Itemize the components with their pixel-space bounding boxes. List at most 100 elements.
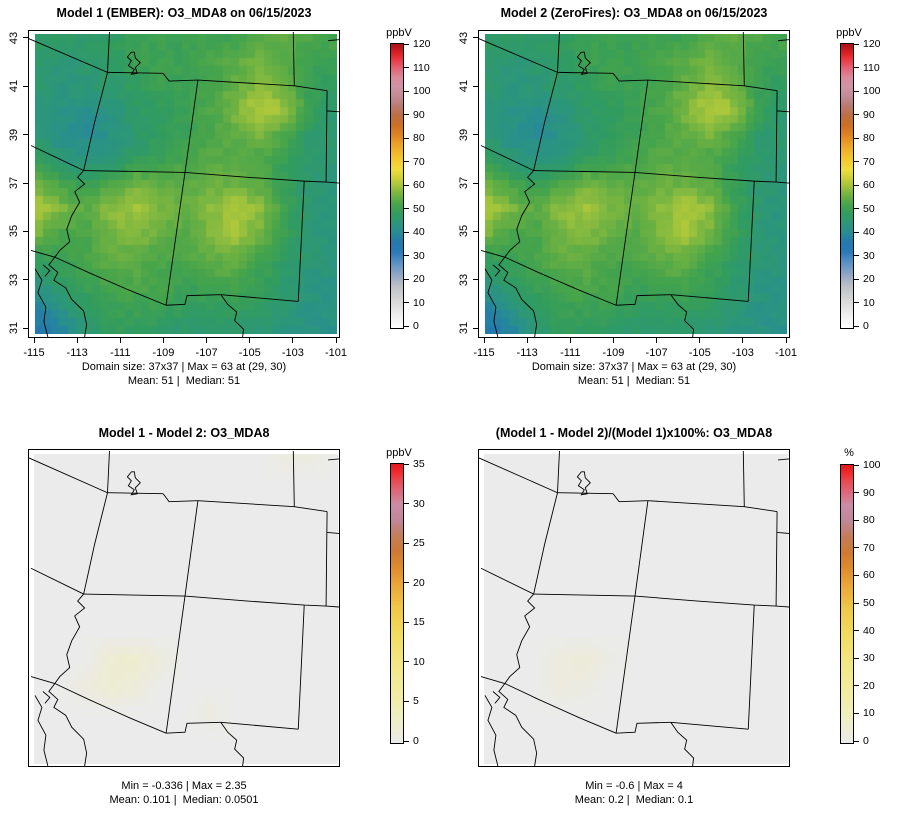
colorbar-tick: [854, 208, 859, 209]
colorbar-tick-label: 25: [413, 537, 425, 550]
x-axis-tick-label: -111: [560, 347, 581, 359]
colorbar-tick: [854, 90, 859, 92]
colorbar-tick: [854, 255, 859, 256]
x-axis-tick-label: -115: [473, 347, 495, 359]
x-axis-tick-label: -111: [110, 347, 131, 359]
colorbar-tick-label: 35: [413, 458, 425, 470]
colorbar-tick-label: 90: [413, 108, 425, 121]
colorbar-tick: [854, 302, 859, 303]
colorbar-units-label: ppbV: [386, 27, 412, 39]
panel-percent-caption-minmax: Min = -0.6 | Max = 4: [585, 780, 683, 792]
colorbar-tick-label: 80: [863, 132, 875, 144]
x-axis-tick: [483, 338, 485, 343]
model1-raster: [35, 34, 337, 334]
y-axis-tick-label: 43: [458, 31, 470, 44]
colorbar-tick: [404, 90, 409, 92]
colorbar-tick: [854, 547, 859, 549]
y-axis-tick: [23, 279, 28, 281]
colorbar-gradient: [841, 44, 853, 328]
colorbar-tick: [404, 582, 409, 584]
y-axis-tick-label: 37: [8, 176, 20, 190]
colorbar-tick: [854, 67, 859, 68]
colorbar-tick-label: 10: [863, 296, 875, 309]
panel-model2-title: Model 2 (ZeroFires): O3_MDA8 on 06/15/20…: [500, 6, 768, 20]
colorbar-tick-label: 110: [413, 61, 430, 74]
x-axis-tick: [656, 338, 658, 343]
colorbar-tick-label: 60: [863, 569, 875, 582]
colorbar-tick: [404, 463, 409, 465]
colorbar-tick: [854, 137, 859, 139]
colorbar-tick: [404, 542, 409, 544]
colorbar-tick: [854, 114, 859, 115]
y-axis-tick-label: 31: [458, 322, 470, 335]
panel-model2-caption-domain: Domain size: 37x37 | Max = 63 at (29, 30…: [531, 361, 737, 373]
colorbar-gradient: [391, 464, 403, 743]
y-axis-tick: [473, 327, 478, 329]
colorbar-tick-label: 60: [413, 179, 425, 191]
state-borders-overlay: [479, 450, 789, 766]
colorbar-tick-label: 60: [863, 179, 875, 191]
panel-model1-caption-stats: Mean: 51 | Median: 51: [127, 375, 241, 387]
colorbar-tick: [854, 657, 859, 659]
panel-percent-title: (Model 1 - Model 2)/(Model 1)x100%: O3_M…: [495, 426, 773, 440]
panel-model1-map: [28, 30, 340, 338]
x-axis-tick: [76, 338, 78, 343]
colorbar-tick: [854, 325, 859, 327]
panel-model1-title: Model 1 (EMBER): O3_MDA8 on 06/15/2023: [56, 6, 312, 20]
x-axis-tick-label: -113: [66, 347, 88, 359]
y-axis-tick: [23, 230, 28, 232]
y-axis-tick: [473, 134, 478, 136]
colorbar-tick-label: 10: [413, 655, 425, 668]
colorbar-tick-label: 30: [413, 249, 425, 262]
colorbar-tick: [854, 740, 859, 742]
x-axis-tick: [699, 338, 701, 343]
colorbar-tick-label: 70: [863, 155, 875, 168]
colorbar-gradient: [391, 44, 403, 328]
colorbar-tick-label: 40: [413, 226, 425, 238]
colorbar-tick: [404, 700, 409, 702]
colorbar-tick-label: 30: [863, 652, 875, 665]
x-axis-tick: [526, 338, 528, 343]
y-axis-tick-label: 43: [8, 31, 20, 44]
colorbar-tick: [404, 67, 409, 68]
colorbar-tick: [404, 184, 409, 186]
y-axis-tick-label: 39: [458, 128, 470, 141]
x-axis-tick: [249, 338, 251, 343]
colorbar-tick-label: 30: [863, 249, 875, 262]
colorbar-tick: [404, 114, 409, 115]
y-axis-tick: [473, 230, 478, 232]
y-axis-tick-label: 35: [458, 225, 470, 238]
y-axis-tick-label: 33: [8, 273, 20, 286]
x-axis-tick-label: -101: [774, 347, 798, 359]
percent-raster: [484, 454, 788, 764]
y-axis-tick-label: 39: [8, 128, 20, 141]
model2-raster: [485, 34, 787, 334]
colorbar-tick-label: 0: [863, 735, 869, 747]
y-axis-tick-label: 37: [458, 176, 470, 190]
x-axis-tick: [785, 338, 787, 343]
colorbar-tick: [854, 685, 859, 687]
state-borders-overlay: [479, 31, 789, 337]
colorbar-tick-label: 10: [413, 296, 425, 309]
colorbar-tick: [404, 43, 409, 45]
y-axis-tick: [473, 85, 478, 87]
colorbar-tick-label: 110: [863, 61, 880, 74]
x-axis-tick: [612, 338, 614, 343]
colorbar-tick-label: 20: [863, 273, 875, 285]
y-axis-tick-label: 41: [8, 80, 20, 93]
colorbar-tick: [854, 574, 859, 576]
colorbar-tick-label: 10: [863, 707, 875, 720]
colorbar-tick-label: 80: [413, 132, 425, 144]
x-axis-tick: [335, 338, 337, 343]
colorbar-tick: [854, 630, 859, 632]
y-axis-tick-label: 31: [8, 322, 20, 335]
y-axis-tick: [473, 182, 478, 184]
x-axis-tick-label: -115: [23, 347, 45, 359]
difference-raster: [34, 454, 338, 764]
colorbar-tick: [854, 231, 859, 233]
colorbar-tick-label: 70: [863, 541, 875, 554]
colorbar-tick-label: 20: [413, 273, 425, 285]
x-axis-tick-label: -107: [195, 347, 218, 359]
colorbar-gradient: [841, 465, 853, 743]
